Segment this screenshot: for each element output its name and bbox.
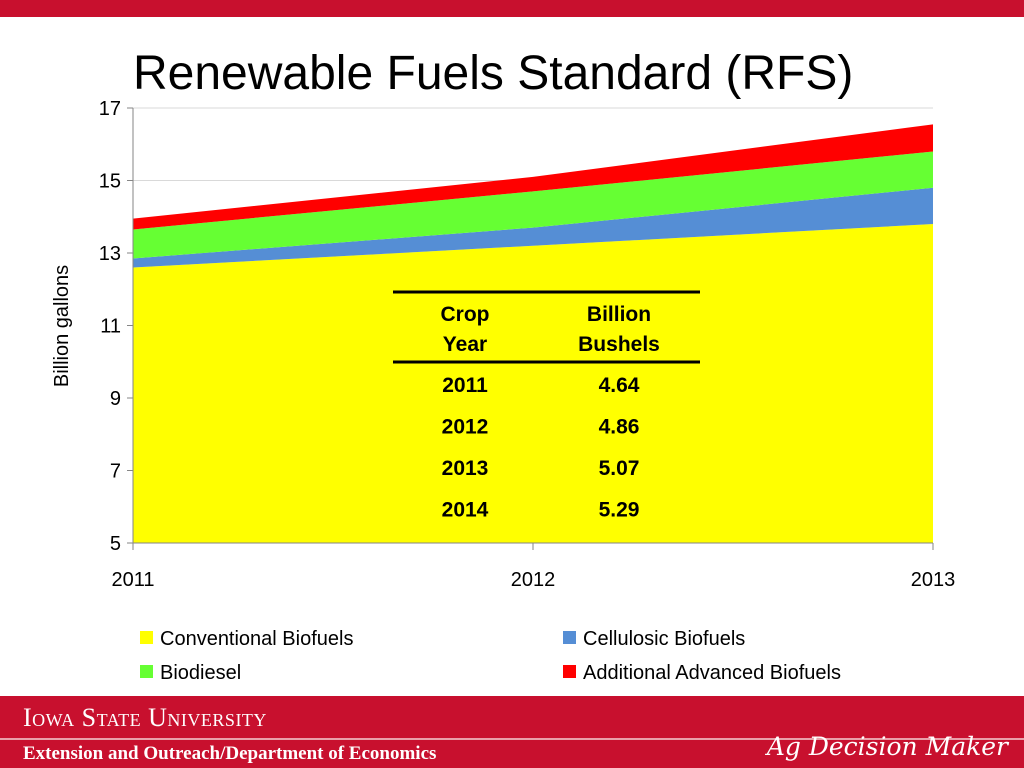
y-tick-label: 11 xyxy=(100,316,121,338)
y-tick-label: 9 xyxy=(110,388,121,410)
table-header-year: Year xyxy=(443,333,487,356)
footer-divider xyxy=(0,738,1024,740)
x-tick-label: 2012 xyxy=(511,569,556,591)
table-cell-billion-bushels: 4.86 xyxy=(599,416,640,439)
y-tick-label: 5 xyxy=(110,533,121,555)
slide-title: Renewable Fuels Standard (RFS) xyxy=(133,47,854,100)
y-tick-label: 17 xyxy=(99,98,121,120)
x-tick-label: 2013 xyxy=(911,569,956,591)
legend-label: Biodiesel xyxy=(160,662,241,684)
table-header-bushels: Bushels xyxy=(578,333,660,356)
y-tick-label: 15 xyxy=(99,171,121,193)
table-header-billion: Billion xyxy=(587,303,651,326)
y-tick-label: 13 xyxy=(99,243,121,265)
footer-banner xyxy=(0,696,1024,768)
table-cell-crop-year: 2012 xyxy=(442,416,489,439)
legend-label: Cellulosic Biofuels xyxy=(583,628,745,650)
y-tick-label: 7 xyxy=(110,461,121,483)
area-series-additional-advanced-biofuels xyxy=(133,124,933,230)
table-cell-billion-bushels: 5.29 xyxy=(599,499,640,522)
table-cell-billion-bushels: 4.64 xyxy=(599,374,640,397)
top-accent-bar xyxy=(0,0,1024,17)
legend-swatch xyxy=(140,631,153,644)
area-series-biodiesel xyxy=(133,151,933,259)
legend-label: Additional Advanced Biofuels xyxy=(583,662,841,684)
x-tick-label: 2011 xyxy=(111,569,154,591)
table-cell-crop-year: 2014 xyxy=(442,499,489,522)
legend-label: Conventional Biofuels xyxy=(160,628,353,650)
table-cell-crop-year: 2013 xyxy=(442,457,489,480)
department-name: Extension and Outreach/Department of Eco… xyxy=(23,743,437,764)
table-header-crop: Crop xyxy=(441,303,490,326)
legend-swatch xyxy=(140,665,153,678)
legend-swatch xyxy=(563,665,576,678)
university-name: Iowa State University xyxy=(23,703,267,732)
legend-swatch xyxy=(563,631,576,644)
area-series-conventional-biofuels xyxy=(133,224,933,543)
table-cell-billion-bushels: 5.07 xyxy=(599,457,640,480)
table-cell-crop-year: 2011 xyxy=(442,374,488,397)
rfs-area-chart: 5 7 9 11 13 15 17 2011 2012 2013 Billion gallons Cr… xyxy=(51,98,956,684)
y-axis-title: Billion gallons xyxy=(51,265,73,387)
program-name: Ag Decision Maker xyxy=(766,732,1008,761)
